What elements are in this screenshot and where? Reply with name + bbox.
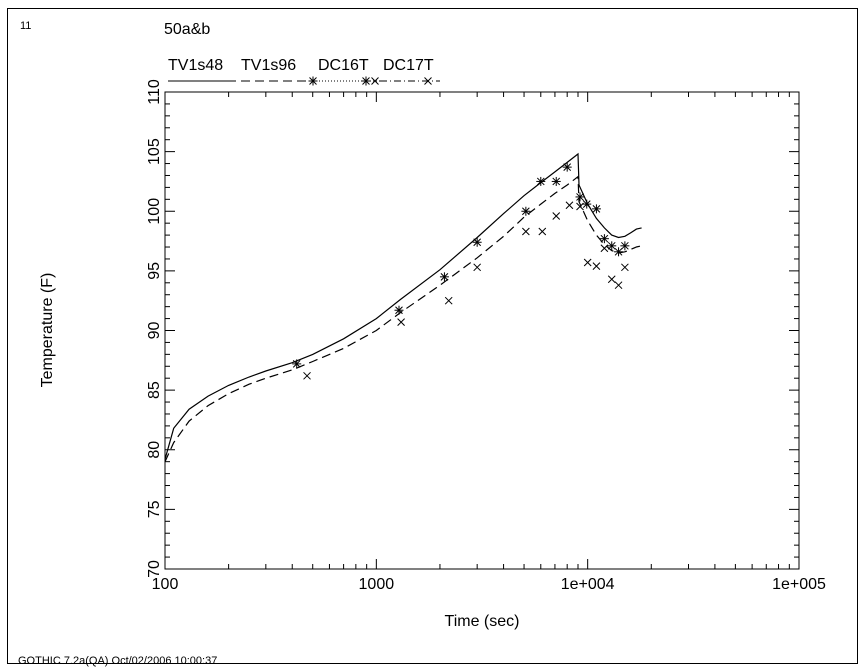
chart: 50a&b TV1s48 TV1s96 DC16T DC17T 100 1000 1e+0… xyxy=(39,21,826,630)
marker-stroke xyxy=(607,275,616,284)
data-point xyxy=(607,241,617,251)
data-point xyxy=(614,247,624,257)
y-tick-label: 75 xyxy=(146,500,163,518)
marker-stroke xyxy=(522,227,530,236)
series-line xyxy=(164,175,642,462)
marker-stroke xyxy=(473,263,482,272)
y-tick-label: 80 xyxy=(146,441,163,459)
data-point xyxy=(292,359,302,369)
marker-stroke xyxy=(552,212,561,220)
data-point xyxy=(621,263,629,272)
marker-stroke xyxy=(614,281,623,290)
marker-stroke xyxy=(600,244,609,253)
legend-label: DC16T xyxy=(318,57,369,74)
marker-stroke xyxy=(576,202,584,211)
data-point xyxy=(473,263,482,272)
marker-stroke xyxy=(592,262,601,270)
series-dc16t xyxy=(292,162,630,369)
x-tick-label: 1000 xyxy=(359,576,395,593)
y-axis: 70 75 80 85 90 95 100 105 110 xyxy=(146,79,799,578)
y-tick-label: 85 xyxy=(146,381,163,399)
y-tick-label: 105 xyxy=(146,138,163,165)
data-point xyxy=(521,206,531,216)
plot-area xyxy=(164,91,800,570)
data-point xyxy=(522,227,530,236)
data-point xyxy=(591,204,601,214)
series-dc17t xyxy=(303,201,629,380)
data-point xyxy=(538,227,547,236)
marker-stroke xyxy=(621,263,629,272)
marker-stroke xyxy=(397,318,405,327)
x-axis-label: Time (sec) xyxy=(445,613,520,630)
footer-timestamp: GOTHIC 7.2a(QA) Oct/02/2006 10:00:37 xyxy=(18,655,218,667)
data-point xyxy=(444,296,453,305)
data-point xyxy=(308,76,318,86)
legend-label: TV1s96 xyxy=(241,57,296,74)
legend-label: TV1s48 xyxy=(168,57,223,74)
plot-frame: 11 50a&b TV1s48 TV1s96 DC16T DC17T 100 1000 1… xyxy=(7,8,858,667)
data-point xyxy=(472,237,482,247)
data-point xyxy=(600,244,609,253)
data-point xyxy=(607,275,616,284)
data-point xyxy=(592,262,601,270)
x-axis: 100 1000 1e+004 1e+005 xyxy=(152,92,826,593)
chart-title: 50a&b xyxy=(164,21,210,38)
marker-stroke xyxy=(538,227,547,236)
x-tick-label: 1e+004 xyxy=(561,576,615,593)
data-point xyxy=(394,305,404,315)
data-point xyxy=(397,318,405,327)
y-tick-label: 100 xyxy=(146,198,163,225)
marker-stroke xyxy=(424,77,432,85)
y-tick-label: 90 xyxy=(146,322,163,340)
data-point xyxy=(599,234,609,244)
page-number: 11 xyxy=(20,20,32,32)
data-point xyxy=(565,201,574,210)
legend-label: DC17T xyxy=(383,57,434,74)
y-tick-label: 70 xyxy=(146,560,163,578)
y-tick-label: 110 xyxy=(146,79,163,105)
marker-stroke xyxy=(371,77,379,85)
marker-stroke xyxy=(565,201,574,210)
y-tick-label: 95 xyxy=(146,262,163,280)
data-point xyxy=(424,77,432,85)
data-point xyxy=(303,371,311,380)
data-point xyxy=(576,202,584,211)
data-point xyxy=(620,241,630,251)
data-point xyxy=(575,192,585,202)
data-point xyxy=(614,281,623,290)
data-point xyxy=(582,199,592,209)
series-tv1s48 xyxy=(164,152,642,460)
legend: TV1s48 TV1s96 DC16T DC17T xyxy=(168,57,440,86)
data-point xyxy=(371,77,379,85)
data-point xyxy=(439,272,449,282)
series-line xyxy=(164,152,642,460)
x-tick-label: 1e+005 xyxy=(772,576,826,593)
data-point xyxy=(562,162,572,172)
x-tick-label: 100 xyxy=(152,576,179,593)
data-point xyxy=(551,176,561,186)
series-tv1s96 xyxy=(164,175,642,462)
data-point xyxy=(552,212,561,220)
data-point xyxy=(361,76,371,86)
marker-stroke xyxy=(583,258,592,267)
data-point xyxy=(536,176,546,186)
marker-stroke xyxy=(444,296,453,305)
series-layer xyxy=(164,152,642,462)
marker-stroke xyxy=(303,371,311,380)
y-axis-label: Temperature (F) xyxy=(39,273,56,388)
data-point xyxy=(583,258,592,267)
